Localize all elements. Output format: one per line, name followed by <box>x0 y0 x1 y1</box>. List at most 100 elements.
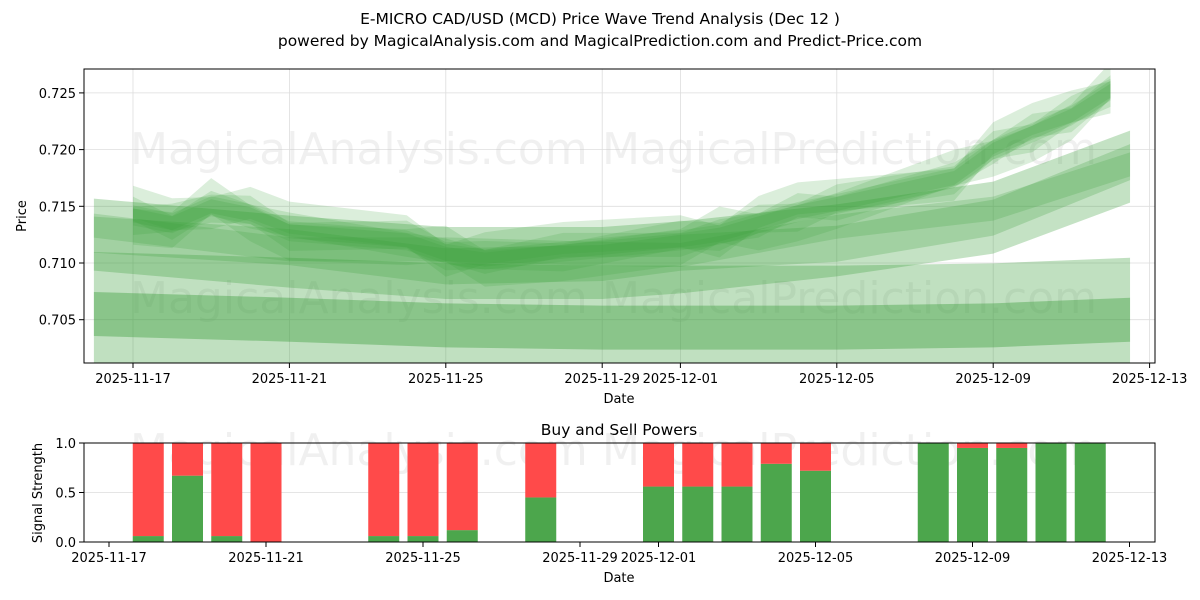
x-tick-label: 2025-11-17 <box>71 551 147 566</box>
buy-bar <box>800 470 831 542</box>
lower-x-label: Date <box>603 571 634 586</box>
wave-band <box>133 81 1111 277</box>
buy-sell-chart: Buy and Sell Powers MagicalAnalysis.com … <box>31 421 1167 586</box>
sell-bar <box>643 443 674 487</box>
buy-bar <box>1035 443 1067 542</box>
sell-bar <box>172 443 203 476</box>
sell-bar <box>132 443 164 537</box>
chart-subtitle: powered by MagicalAnalysis.com and Magic… <box>277 32 923 50</box>
x-tick-label: 2025-12-09 <box>955 372 1031 387</box>
watermark-text: MagicalAnalysis.com <box>130 273 588 324</box>
x-tick-label: 2025-11-29 <box>542 551 618 566</box>
sell-bar <box>996 443 1028 448</box>
buy-bar <box>721 486 753 542</box>
watermark-text: MagicalPrediction.com <box>602 273 1097 324</box>
x-tick-label: 2025-12-01 <box>643 372 719 387</box>
buy-bar <box>211 536 243 542</box>
x-tick-label: 2025-11-21 <box>228 551 304 566</box>
wave-band <box>93 152 1131 268</box>
x-tick-label: 2025-11-21 <box>252 372 328 387</box>
wave-band <box>133 69 1111 287</box>
x-tick-label: 2025-11-17 <box>95 372 171 387</box>
upper-y-label: Price <box>15 200 30 232</box>
buy-bar <box>368 536 400 542</box>
signal-bar <box>760 443 792 542</box>
signal-bar <box>525 443 557 542</box>
signal-bar <box>643 443 674 542</box>
watermark-text: MagicalAnalysis.com <box>130 425 588 476</box>
wave-band <box>133 78 1111 272</box>
upper-x-label: Date <box>603 392 634 407</box>
wave-bands <box>93 69 1131 363</box>
sell-bar <box>957 443 988 448</box>
sell-bar <box>721 443 753 487</box>
upper-grid <box>84 69 1155 363</box>
wave-band <box>93 252 1131 363</box>
signal-bar <box>211 443 243 542</box>
sell-bar <box>525 443 557 498</box>
signal-bar <box>368 443 400 542</box>
wave-band <box>133 75 1111 274</box>
x-tick-label: 2025-12-13 <box>1112 372 1188 387</box>
y-tick-label: 0.705 <box>39 314 76 329</box>
buy-bar <box>407 536 439 542</box>
buy-bar <box>132 536 164 542</box>
signal-bar <box>250 443 282 542</box>
signal-bar <box>800 443 831 542</box>
y-tick-label: 0.5 <box>55 487 76 502</box>
lower-y-ticks: 0.0 0.5 1.0 <box>55 437 84 551</box>
buy-bar <box>643 486 674 542</box>
upper-watermarks: MagicalAnalysis.com MagicalPrediction.co… <box>130 124 1097 324</box>
sell-bar <box>211 443 243 537</box>
signal-bar <box>407 443 439 542</box>
x-tick-label: 2025-12-13 <box>1092 551 1168 566</box>
buy-bar <box>1074 443 1106 542</box>
x-tick-label: 2025-11-25 <box>408 372 484 387</box>
signal-bar <box>446 443 478 542</box>
sell-bar <box>760 443 792 464</box>
buy-bar <box>996 447 1028 542</box>
buy-bar <box>446 530 478 542</box>
sell-bar <box>368 443 400 537</box>
sell-bar <box>250 443 282 542</box>
buy-bar <box>172 475 203 542</box>
x-tick-label: 2025-12-05 <box>778 551 854 566</box>
x-tick-label: 2025-12-05 <box>799 372 875 387</box>
signal-bar <box>1074 443 1106 542</box>
upper-y-ticks: 0.705 0.710 0.715 0.720 0.725 <box>39 87 84 329</box>
y-tick-label: 0.715 <box>39 200 76 215</box>
signal-bar <box>172 443 203 542</box>
buy-bar <box>957 447 988 542</box>
y-tick-label: 1.0 <box>55 437 76 452</box>
buy-bar <box>760 463 792 542</box>
lower-x-ticks: 2025-11-17 2025-11-21 2025-11-25 2025-11-29… <box>71 542 1167 566</box>
sell-bar <box>800 443 831 471</box>
watermark-text: MagicalAnalysis.com <box>130 124 588 175</box>
signal-bar <box>917 443 949 542</box>
wave-band <box>93 292 1131 350</box>
y-tick-label: 0.720 <box>39 144 76 159</box>
buy-sell-bars <box>132 443 1106 542</box>
y-tick-label: 0.0 <box>55 536 76 551</box>
watermark-text: MagicalPrediction.com <box>602 124 1097 175</box>
buy-bar <box>525 497 557 542</box>
signal-bar <box>682 443 714 542</box>
price-wave-chart: MagicalAnalysis.com MagicalPrediction.co… <box>15 68 1188 407</box>
chart-title: E-MICRO CAD/USD (MCD) Price Wave Trend A… <box>360 10 840 28</box>
sell-bar <box>446 443 478 531</box>
wave-band <box>93 130 1131 299</box>
x-tick-label: 2025-11-25 <box>385 551 461 566</box>
x-tick-label: 2025-12-01 <box>621 551 697 566</box>
y-tick-label: 0.710 <box>39 257 76 272</box>
signal-bar <box>132 443 164 542</box>
x-tick-label: 2025-11-29 <box>564 372 640 387</box>
upper-axes-frame <box>83 68 1156 364</box>
sell-bar <box>682 443 714 487</box>
signal-bar <box>957 443 988 542</box>
lower-chart-title: Buy and Sell Powers <box>541 421 698 439</box>
sell-bar <box>407 443 439 537</box>
buy-bar <box>917 443 949 542</box>
signal-bar <box>1035 443 1067 542</box>
buy-bar <box>682 486 714 542</box>
